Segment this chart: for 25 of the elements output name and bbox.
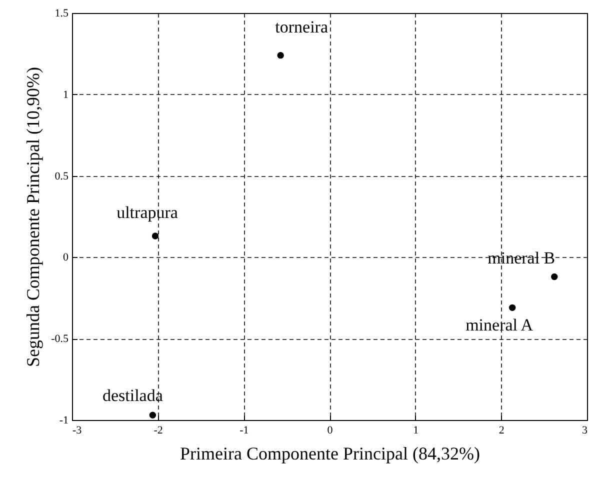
y-tick-label: 0 [63, 252, 69, 264]
y-tick-label: 1 [63, 88, 68, 101]
annotation: destilada [102, 386, 164, 406]
y-tick-label: -0.5 [51, 333, 69, 346]
annotation: mineral B [488, 248, 556, 268]
annotation: mineral A [466, 316, 534, 335]
point [551, 273, 558, 280]
x-tick-label: 0 [327, 424, 334, 436]
x-tick-label: 3 [582, 424, 588, 436]
point [277, 52, 284, 59]
y-tick-label: 0.5 [54, 170, 69, 182]
y-axis-title: Segunda Componente Principal (10,90%) [23, 67, 44, 367]
annotation: ultrapura [116, 203, 178, 222]
x-tick-label: 2 [498, 424, 504, 436]
x-tick-label: -3 [72, 424, 82, 436]
x-axis-title: Primeira Componente Principal (84,32%) [180, 444, 480, 464]
x-tick-label: -1 [240, 424, 249, 436]
y-tick-label: -1 [59, 414, 68, 426]
point [152, 232, 159, 240]
point [508, 304, 516, 312]
annotation: torneira [275, 17, 328, 36]
x-tick-label: 1 [413, 424, 419, 436]
y-tick-label: 1.5 [54, 8, 69, 20]
point [149, 412, 156, 418]
x-tick-label: -2 [154, 424, 163, 436]
